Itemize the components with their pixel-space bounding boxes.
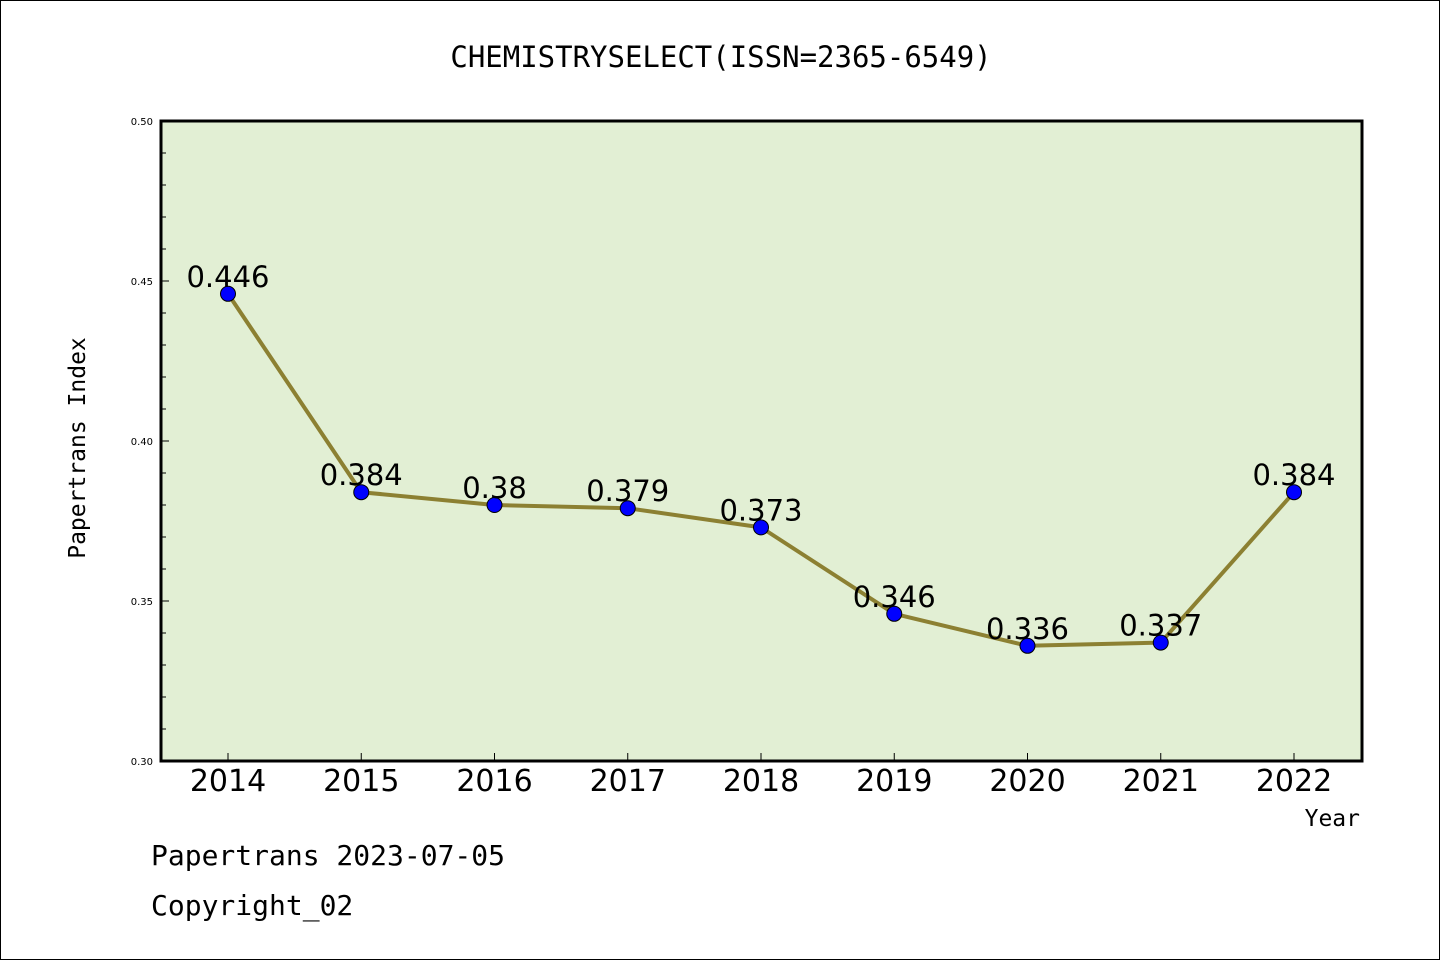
y-tick-label: 0.45 <box>131 277 153 288</box>
data-point <box>886 605 903 622</box>
x-tick-label: 2017 <box>590 764 666 799</box>
series-line <box>220 285 1302 654</box>
x-tick-label: 2018 <box>723 764 799 799</box>
x-tick-label: 2016 <box>456 764 532 799</box>
data-label: 0.337 <box>1119 609 1202 643</box>
x-tick-label: 2019 <box>856 764 932 799</box>
footer-date: Papertrans 2023-07-05 <box>151 839 505 872</box>
data-point <box>619 500 636 517</box>
x-axis-title: Year <box>1305 806 1360 832</box>
data-point <box>1286 484 1302 501</box>
x-tick-label: 2021 <box>1123 764 1199 799</box>
plot-area <box>159 119 1364 763</box>
y-axis: 0.30 0.35 0.40 0.45 0.50 <box>131 117 169 768</box>
y-tick-label: 0.40 <box>131 437 153 448</box>
x-tick-label: 2022 <box>1256 764 1332 799</box>
y-tick-label: 0.50 <box>131 117 153 128</box>
data-label: 0.346 <box>853 580 936 614</box>
data-label: 0.336 <box>986 612 1069 646</box>
data-labels: 0.446 0.384 0.38 0.379 0.373 0.346 0.336 0.337 0… <box>186 260 1335 646</box>
footer-copyright: Copyright_02 <box>151 889 353 923</box>
data-point <box>486 497 503 513</box>
y-tick-label: 0.30 <box>131 757 153 768</box>
data-point <box>1152 634 1169 651</box>
data-label: 0.384 <box>1252 458 1335 492</box>
data-point <box>1019 637 1036 654</box>
data-label: 0.446 <box>186 260 269 294</box>
data-label: 0.373 <box>719 493 802 527</box>
x-tick-label: 2020 <box>989 764 1065 799</box>
x-axis: 2014 2015 2016 2017 2018 2019 2020 2021 2022 <box>190 753 1332 799</box>
y-axis-title: Papertrans Index <box>65 337 91 559</box>
data-point <box>220 285 236 302</box>
x-tick-label: 2015 <box>323 764 399 799</box>
data-label: 0.379 <box>586 474 669 508</box>
y-tick-label: 0.35 <box>131 597 153 608</box>
data-point <box>353 484 370 501</box>
chart-title: CHEMISTRYSELECT(ISSN=2365-6549) <box>450 40 991 74</box>
data-point <box>753 519 769 536</box>
data-label: 0.38 <box>462 471 527 505</box>
x-tick-label: 2014 <box>190 764 266 799</box>
data-label: 0.384 <box>320 458 403 492</box>
